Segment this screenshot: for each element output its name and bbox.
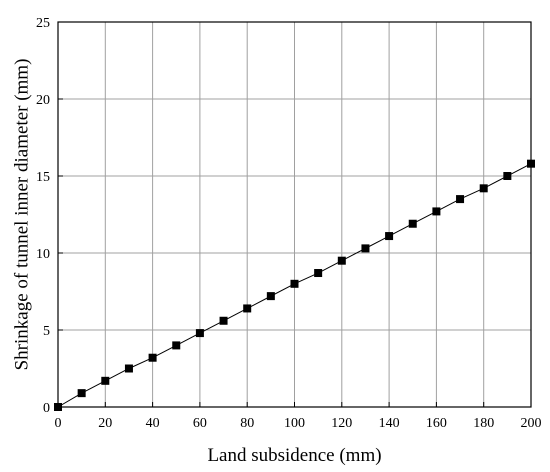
x-tick-label: 140 bbox=[379, 416, 400, 431]
x-tick-label: 80 bbox=[240, 416, 254, 431]
data-point bbox=[290, 279, 299, 288]
data-point bbox=[314, 269, 323, 278]
y-tick-label: 25 bbox=[36, 16, 50, 31]
data-point bbox=[195, 329, 204, 338]
y-tick-label: 10 bbox=[36, 247, 50, 262]
data-point bbox=[243, 304, 252, 313]
data-point bbox=[337, 256, 346, 265]
data-point bbox=[385, 232, 394, 241]
grid-lines bbox=[58, 22, 531, 407]
series-layer bbox=[54, 159, 535, 411]
data-point bbox=[148, 353, 157, 362]
x-tick-label: 100 bbox=[284, 416, 305, 431]
data-point bbox=[219, 316, 228, 325]
data-point bbox=[172, 341, 181, 350]
data-point bbox=[77, 389, 86, 398]
axis-ticks: 0 20 40 60 80 100 120 140 160 180 200 0 5 10 15 20 25 bbox=[36, 16, 542, 431]
x-tick-label: 160 bbox=[426, 416, 447, 431]
y-tick-label: 0 bbox=[43, 401, 50, 416]
x-tick-label: 120 bbox=[331, 416, 352, 431]
data-point bbox=[432, 207, 441, 216]
data-point bbox=[456, 195, 465, 204]
data-point bbox=[408, 219, 417, 228]
data-point bbox=[266, 292, 275, 301]
data-point bbox=[101, 376, 110, 385]
x-tick-label: 180 bbox=[473, 416, 494, 431]
x-tick-label: 60 bbox=[193, 416, 207, 431]
y-axis-title: Shrinkage of tunnel inner diameter (mm) bbox=[11, 59, 32, 371]
data-point bbox=[361, 244, 370, 253]
y-tick-label: 5 bbox=[43, 324, 50, 339]
data-point bbox=[124, 364, 133, 373]
y-tick-label: 15 bbox=[36, 170, 50, 185]
data-point bbox=[479, 184, 488, 193]
data-point bbox=[503, 172, 512, 180]
x-tick-label: 40 bbox=[146, 416, 160, 431]
x-tick-label: 0 bbox=[55, 416, 62, 431]
x-axis-title: Land subsidence (mm) bbox=[207, 445, 381, 466]
y-tick-label: 20 bbox=[36, 93, 50, 108]
x-tick-label: 20 bbox=[98, 416, 112, 431]
x-tick-label: 200 bbox=[521, 416, 542, 431]
